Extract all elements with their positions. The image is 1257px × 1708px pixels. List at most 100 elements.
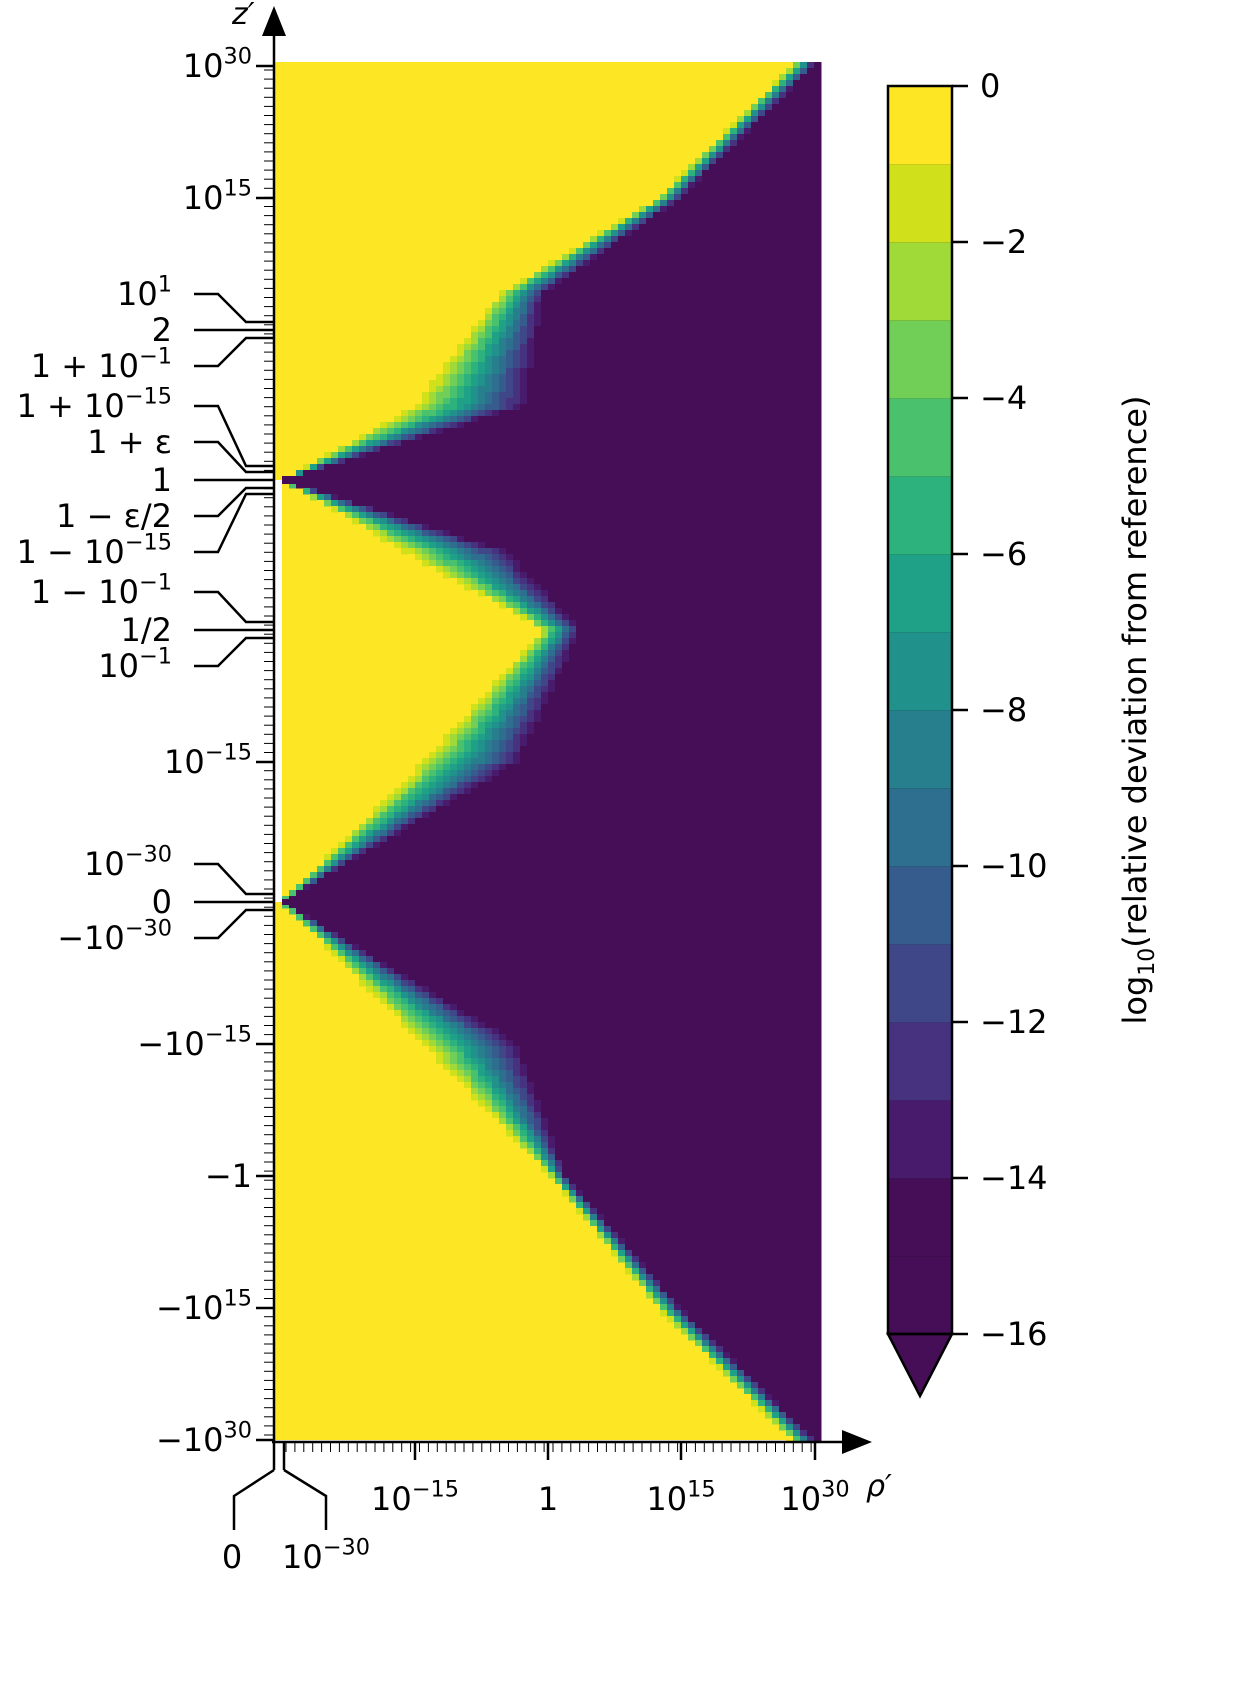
heatmap-cell (520, 524, 528, 531)
heatmap-cell (786, 176, 794, 183)
heatmap-cell (681, 362, 689, 369)
heatmap-cell (653, 524, 661, 531)
heatmap-cell (744, 416, 752, 423)
heatmap-cell (562, 560, 570, 567)
heatmap-cell (611, 404, 619, 411)
heatmap-cell (632, 320, 640, 327)
heatmap-cell (562, 584, 570, 591)
heatmap-cell (506, 320, 514, 327)
heatmap-cell (709, 458, 717, 465)
heatmap-cell (702, 704, 710, 711)
heatmap-cell (772, 182, 780, 189)
heatmap-cell (576, 314, 584, 321)
heatmap-cell (807, 266, 815, 273)
heatmap-cell (590, 350, 598, 357)
heatmap-cell (625, 656, 633, 663)
heatmap-cell (471, 392, 479, 399)
heatmap-cell (632, 560, 640, 567)
heatmap-cell (814, 188, 822, 195)
heatmap-cell (765, 320, 773, 327)
heatmap-cell (793, 242, 801, 249)
heatmap-cell (639, 566, 647, 573)
heatmap-cell (506, 332, 514, 339)
heatmap-cell (471, 398, 479, 405)
heatmap-cell (632, 284, 640, 291)
heatmap-cell (723, 146, 731, 153)
heatmap-cell (485, 422, 493, 429)
heatmap-cell (506, 584, 514, 591)
heatmap-cell (499, 500, 507, 507)
heatmap-cell (506, 542, 514, 549)
heatmap-cell (457, 392, 465, 399)
heatmap-cell (555, 296, 563, 303)
heatmap-cell (373, 518, 381, 525)
heatmap-cell (814, 548, 822, 555)
heatmap-cell (786, 332, 794, 339)
heatmap-cell (478, 494, 486, 501)
heatmap-cell (695, 440, 703, 447)
heatmap-cell (807, 638, 815, 645)
heatmap-cell (765, 146, 773, 153)
heatmap-cell (597, 260, 605, 267)
heatmap-cell (646, 434, 654, 441)
heatmap-cell (786, 338, 794, 345)
heatmap-cell (534, 278, 542, 285)
heatmap-cell (695, 494, 703, 501)
heatmap-cell (499, 308, 507, 315)
heatmap-cell (807, 446, 815, 453)
heatmap-cell (667, 662, 675, 669)
heatmap-cell (450, 512, 458, 519)
heatmap-cell (604, 374, 612, 381)
heatmap-cell (548, 626, 556, 633)
heatmap-cell (590, 692, 598, 699)
heatmap-cell (730, 620, 738, 627)
heatmap-cell (485, 362, 493, 369)
heatmap-cell (793, 146, 801, 153)
heatmap-cell (450, 494, 458, 501)
heatmap-cell (786, 632, 794, 639)
heatmap-cell (653, 254, 661, 261)
heatmap-cell (604, 434, 612, 441)
heatmap-cell (611, 512, 619, 519)
heatmap-cell (660, 242, 668, 249)
heatmap-cell (520, 458, 528, 465)
heatmap-cell (758, 650, 766, 657)
heatmap-cell (709, 602, 717, 609)
heatmap-cell (800, 296, 808, 303)
heatmap-cell (653, 704, 661, 711)
heatmap-cell (534, 530, 542, 537)
heatmap-cell (541, 548, 549, 555)
heatmap-cell (527, 290, 535, 297)
heatmap-cell (618, 464, 626, 471)
heatmap-cell (786, 476, 794, 483)
heatmap-cell (800, 308, 808, 315)
heatmap-cell (415, 404, 423, 411)
heatmap-cell (688, 548, 696, 555)
heatmap-cell (786, 236, 794, 243)
heatmap-cell (667, 440, 675, 447)
heatmap-cell (618, 404, 626, 411)
heatmap-cell (786, 92, 794, 99)
heatmap-cell (541, 302, 549, 309)
heatmap-cell (555, 374, 563, 381)
heatmap-cell (653, 608, 661, 615)
heatmap-cell (793, 626, 801, 633)
heatmap-cell (541, 332, 549, 339)
heatmap-cell (548, 452, 556, 459)
heatmap-cell (506, 452, 514, 459)
heatmap-cell (541, 458, 549, 465)
heatmap-cell (800, 230, 808, 237)
heatmap-cell (632, 488, 640, 495)
heatmap-cell (590, 638, 598, 645)
heatmap-cell (660, 272, 668, 279)
heatmap-cell (779, 284, 787, 291)
heatmap-cell (758, 236, 766, 243)
heatmap-cell (415, 554, 423, 561)
heatmap-cell (709, 518, 717, 525)
heatmap-cell (786, 716, 794, 723)
heatmap-cell (625, 470, 633, 477)
heatmap-cell (443, 446, 451, 453)
heatmap-cell (772, 158, 780, 165)
heatmap-cell (786, 404, 794, 411)
heatmap-cell (660, 482, 668, 489)
